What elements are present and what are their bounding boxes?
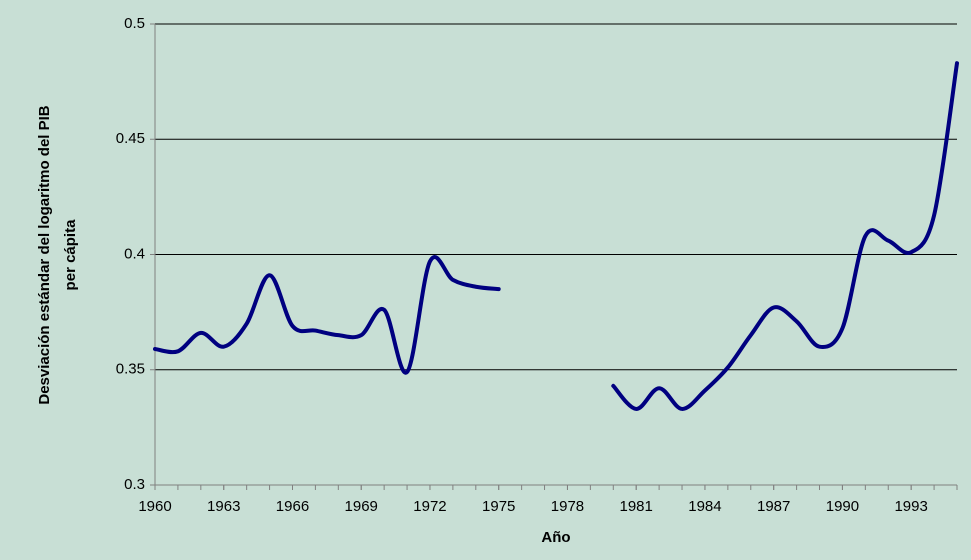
x-tick-label: 1990 xyxy=(826,498,859,515)
data-line xyxy=(153,61,959,411)
x-axis-title: Año xyxy=(541,529,570,546)
x-tick-label: 1969 xyxy=(345,498,378,515)
x-tick-label: 1987 xyxy=(757,498,790,515)
y-tick-label: 0.35 xyxy=(116,361,145,378)
x-tick-label: 1984 xyxy=(688,498,721,515)
x-tick-label: 1978 xyxy=(551,498,584,515)
x-tick-label: 1972 xyxy=(413,498,446,515)
y-tick-label: 0.5 xyxy=(124,15,145,32)
x-tick-label: 1993 xyxy=(894,498,927,515)
x-tick-label: 1963 xyxy=(207,498,240,515)
y-axis-title: Desviación estándar del logaritmo del PI… xyxy=(36,105,53,404)
y-tick-label: 0.3 xyxy=(124,476,145,493)
x-tick-label: 1960 xyxy=(138,498,171,515)
x-tick-label: 1975 xyxy=(482,498,515,515)
y-tick-label: 0.4 xyxy=(124,245,145,262)
x-tick-label: 1966 xyxy=(276,498,309,515)
x-tick-label: 1981 xyxy=(620,498,653,515)
y-tick-label: 0.45 xyxy=(116,130,145,147)
y-axis-title: per cápita xyxy=(62,219,79,291)
